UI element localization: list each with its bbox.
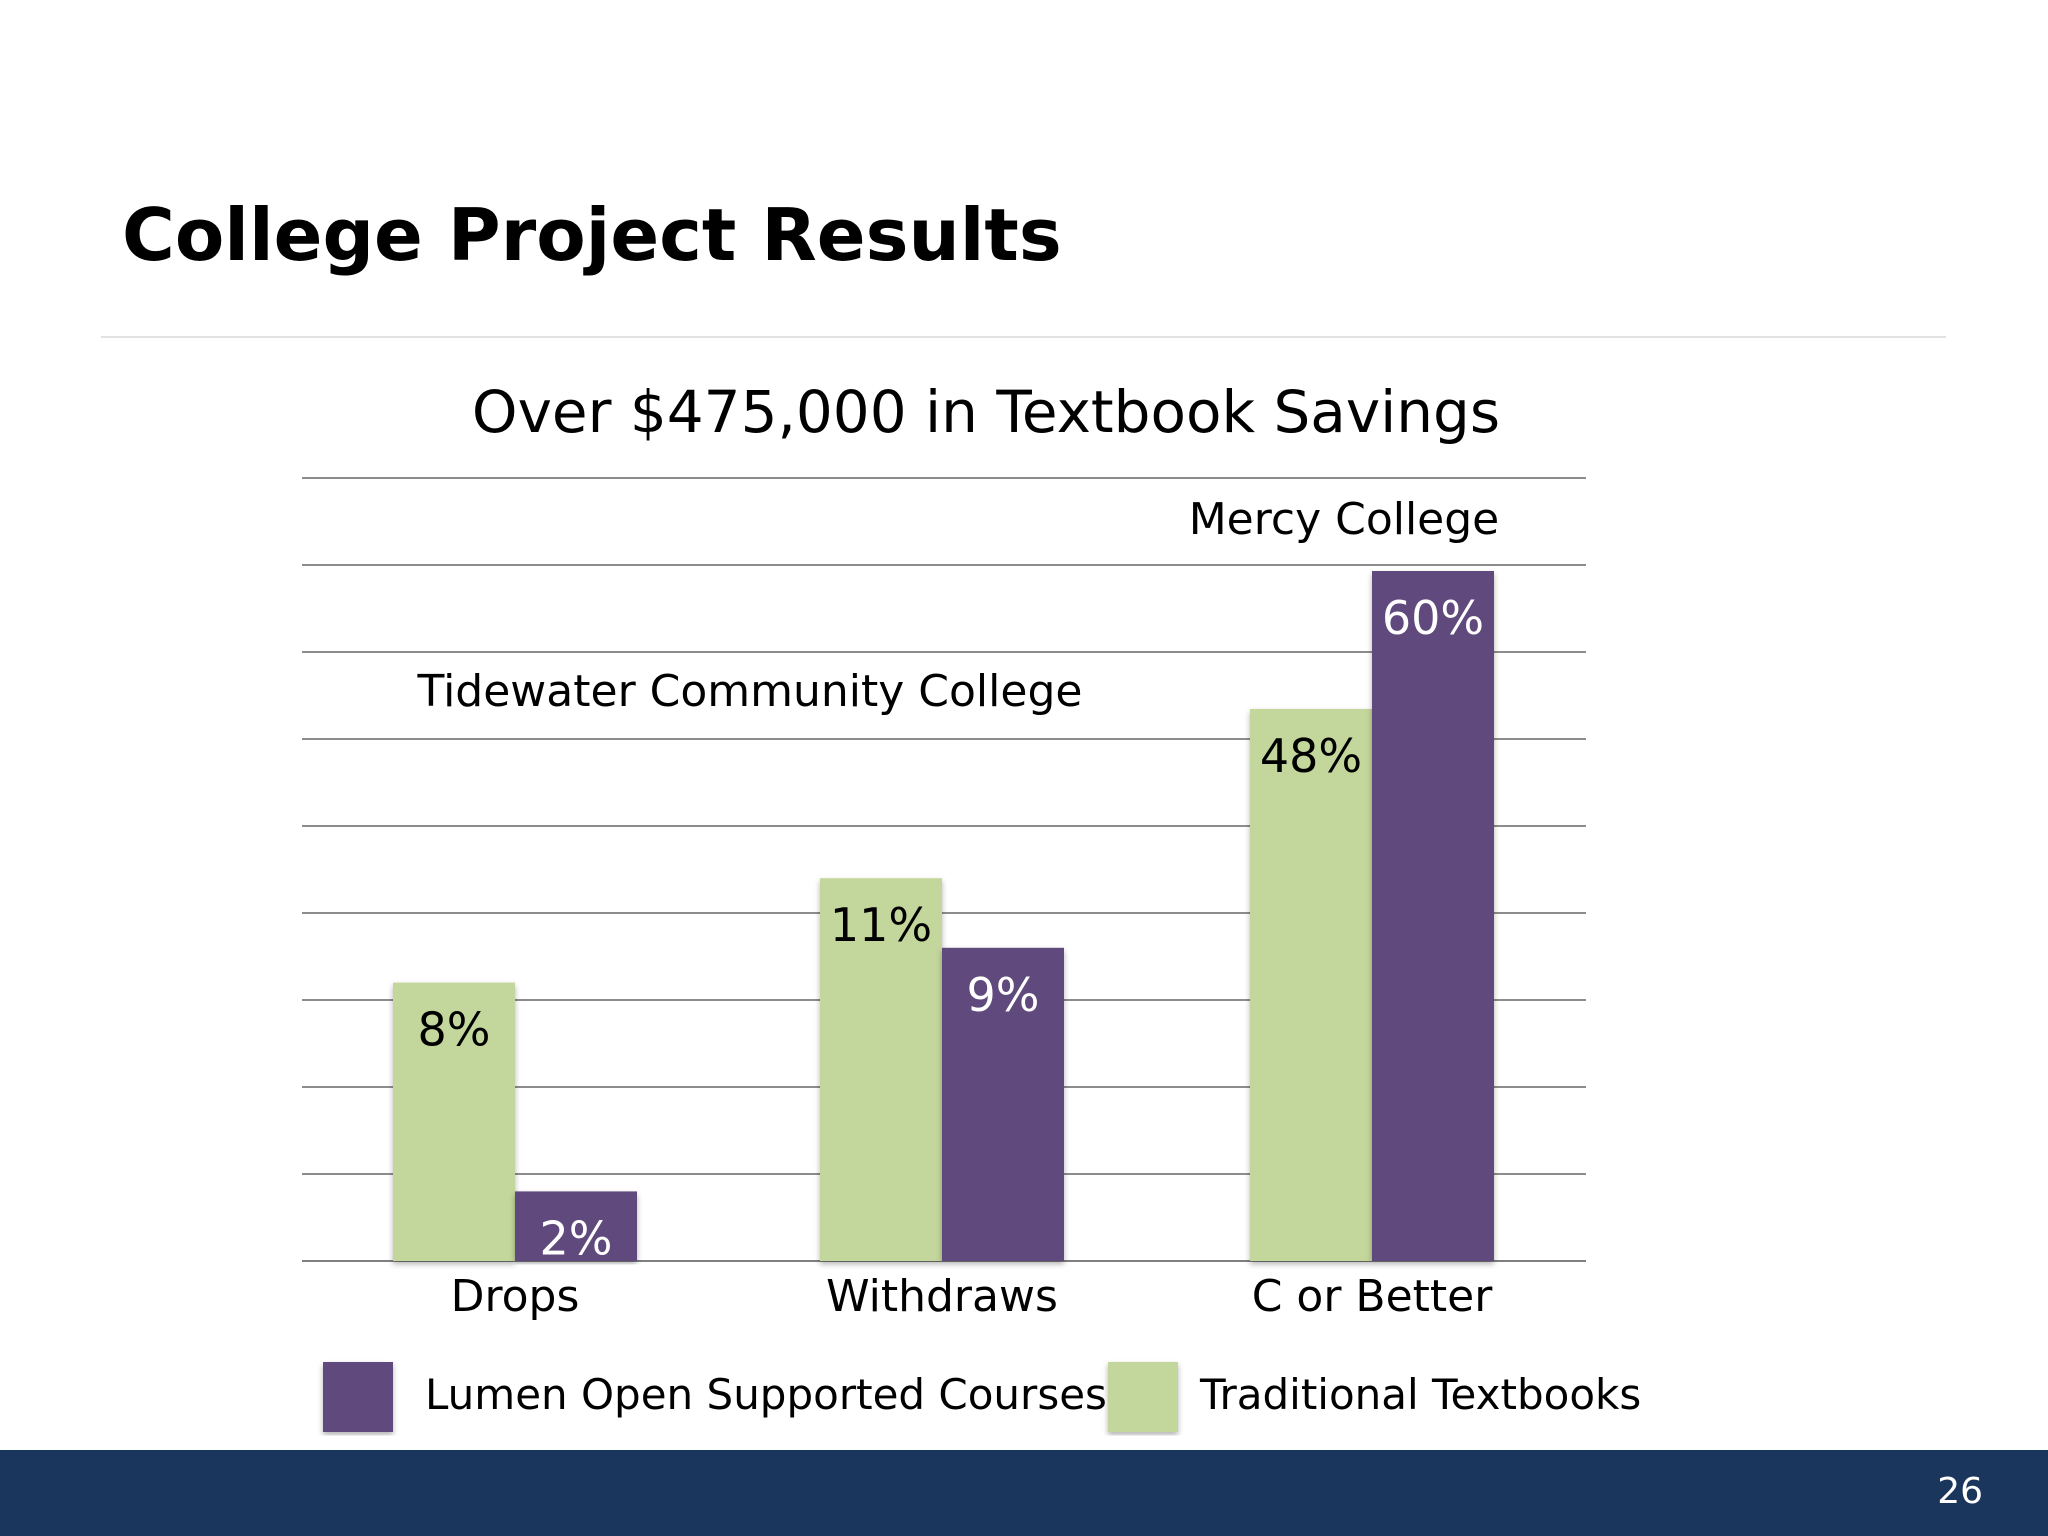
data-label: 2% xyxy=(540,1211,613,1265)
bar-traditional-textbooks-drops xyxy=(393,982,515,1261)
footer-bar: 26 xyxy=(0,1450,2048,1536)
bar-lumen-open-supported-courses-withdraws xyxy=(942,947,1064,1261)
legend-label: Lumen Open Supported Courses xyxy=(425,1370,1107,1419)
legend-swatch xyxy=(323,1362,393,1432)
category-label: Drops xyxy=(451,1271,580,1322)
category-labels: Drops Withdraws C or Better xyxy=(451,1271,1494,1322)
data-label: 11% xyxy=(830,898,932,952)
bar-traditional-textbooks-c-or-better xyxy=(1250,709,1372,1261)
legend-swatch xyxy=(1108,1362,1178,1432)
legend: Lumen Open Supported Courses Traditional … xyxy=(323,1362,1641,1432)
bar-lumen-open-supported-courses-drops xyxy=(515,1191,637,1261)
data-labels: 8% 2% 11% 9% 48% 60% xyxy=(418,591,1485,1265)
data-label: 60% xyxy=(1382,591,1484,645)
bar-lumen-open-supported-courses-c-or-better xyxy=(1372,571,1494,1261)
category-label: C or Better xyxy=(1252,1271,1494,1322)
bar-traditional-textbooks-withdraws xyxy=(820,878,942,1261)
page-number: 26 xyxy=(1937,1471,1983,1512)
title-divider xyxy=(101,336,1946,338)
slide-title: College Project Results xyxy=(122,193,1062,277)
chart-title: Over $475,000 in Textbook Savings xyxy=(472,378,1500,446)
data-label: 8% xyxy=(418,1003,491,1057)
annotation: Tidewater Community College xyxy=(417,666,1083,717)
group-annotations: Tidewater Community College Mercy College xyxy=(417,494,1500,717)
bars xyxy=(393,571,1494,1261)
data-label: 48% xyxy=(1260,729,1362,783)
category-label: Withdraws xyxy=(826,1271,1058,1322)
bar-chart: Over $475,000 in Textbook Savings 8% 2% 11… xyxy=(302,378,1641,1432)
data-label: 9% xyxy=(967,968,1040,1022)
annotation: Mercy College xyxy=(1189,494,1500,545)
legend-label: Traditional Textbooks xyxy=(1199,1370,1641,1419)
